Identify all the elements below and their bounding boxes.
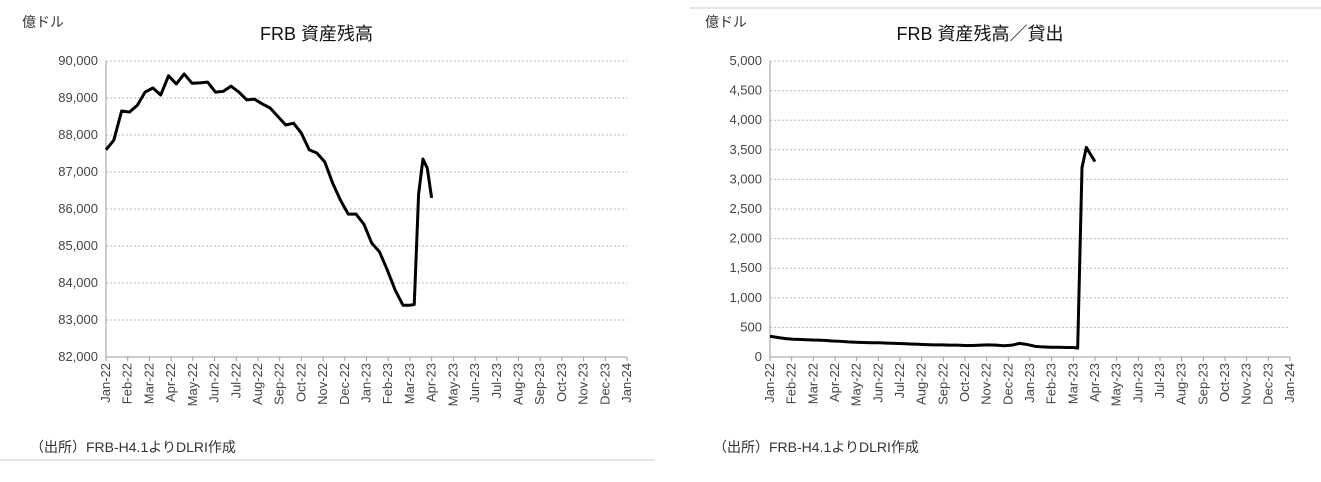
x-tick-label: Dec-22 xyxy=(337,363,352,405)
x-tick-label: Aug-23 xyxy=(510,363,525,405)
x-tick-label: Jan-23 xyxy=(1022,363,1037,403)
x-tick-label: Dec-23 xyxy=(1260,363,1275,405)
x-tick-label: Jun-23 xyxy=(467,363,482,403)
x-tick-label: Apr-22 xyxy=(163,363,178,402)
y-tick-label: 3,000 xyxy=(729,171,762,186)
y-tick-label: 85,000 xyxy=(58,238,98,253)
x-tick-label: Nov-23 xyxy=(1239,363,1254,405)
y-tick-label: 84,000 xyxy=(58,275,98,290)
x-tick-label: Jan-23 xyxy=(359,363,374,403)
x-tick-label: Nov-22 xyxy=(979,363,994,405)
x-tick-label: Jul-23 xyxy=(489,363,504,398)
y-unit: 億ドル xyxy=(705,14,747,30)
y-tick-label: 88,000 xyxy=(58,127,98,142)
x-tick-label: Sep-23 xyxy=(1195,363,1210,405)
x-tick-label: May-23 xyxy=(1109,363,1124,406)
x-tick-label: Jun-22 xyxy=(207,363,222,403)
y-tick-label: 3,500 xyxy=(729,142,762,157)
chart-title: FRB 資産残高 xyxy=(260,24,373,44)
x-tick-label: Aug-22 xyxy=(914,363,929,405)
x-tick-label: Sep-22 xyxy=(272,363,287,405)
x-tick-label: Jan-22 xyxy=(762,363,777,403)
y-unit: 億ドル xyxy=(22,14,64,30)
y-tick-label: 82,000 xyxy=(58,349,98,364)
x-tick-label: Feb-22 xyxy=(120,363,135,404)
data-line xyxy=(104,72,434,307)
x-tick-label: Mar-23 xyxy=(1065,363,1080,404)
data-line xyxy=(769,145,1097,350)
x-tick-label: Oct-22 xyxy=(957,363,972,402)
x-tick-label: Apr-22 xyxy=(827,363,842,402)
x-tick-label: Jul-23 xyxy=(1152,363,1167,398)
y-tick-label: 2,000 xyxy=(729,231,762,246)
y-tick-label: 90,000 xyxy=(58,53,98,68)
x-tick-label: May-22 xyxy=(185,363,200,406)
y-tick-label: 0 xyxy=(755,349,762,364)
x-tick-label: Sep-22 xyxy=(935,363,950,405)
x-tick-label: May-23 xyxy=(445,363,460,406)
x-tick-label: Jun-23 xyxy=(1130,363,1145,403)
x-tick-label: Sep-23 xyxy=(532,363,547,405)
x-tick-label: Mar-22 xyxy=(141,363,156,404)
x-tick-label: Aug-23 xyxy=(1174,363,1189,405)
y-tick-label: 87,000 xyxy=(58,164,98,179)
x-tick-label: Dec-22 xyxy=(1000,363,1015,405)
y-tick-label: 4,500 xyxy=(729,83,762,98)
x-tick-label: Oct-23 xyxy=(554,363,569,402)
source-note: （出所）FRB-H4.1よりDLRI作成 xyxy=(30,439,236,455)
y-tick-label: 4,000 xyxy=(729,112,762,127)
x-tick-label: Feb-22 xyxy=(784,363,799,404)
x-tick-label: Jul-22 xyxy=(228,363,243,398)
chart-title: FRB 資産残高／貸出 xyxy=(896,24,1063,44)
x-tick-label: Jun-22 xyxy=(870,363,885,403)
x-tick-label: Oct-23 xyxy=(1217,363,1232,402)
x-tick-label: Jul-22 xyxy=(892,363,907,398)
y-tick-label: 86,000 xyxy=(58,201,98,216)
y-tick-label: 89,000 xyxy=(58,90,98,105)
x-tick-label: Jan-24 xyxy=(1282,363,1297,403)
x-tick-label: Nov-22 xyxy=(315,363,330,405)
x-tick-label: Apr-23 xyxy=(1087,363,1102,402)
x-tick-label: Feb-23 xyxy=(1044,363,1059,404)
x-tick-label: Oct-22 xyxy=(293,363,308,402)
x-tick-label: May-22 xyxy=(849,363,864,406)
y-tick-label: 2,500 xyxy=(729,201,762,216)
x-tick-label: Jan-22 xyxy=(98,363,113,403)
source-note: （出所）FRB-H4.1よりDLRI作成 xyxy=(713,439,919,455)
x-tick-label: Mar-22 xyxy=(805,363,820,404)
y-tick-label: 83,000 xyxy=(58,312,98,327)
x-tick-label: Aug-22 xyxy=(250,363,265,405)
y-tick-label: 500 xyxy=(740,319,762,334)
x-tick-label: Apr-23 xyxy=(424,363,439,402)
x-tick-label: Feb-23 xyxy=(380,363,395,404)
y-tick-label: 1,000 xyxy=(729,290,762,305)
x-tick-label: Jan-24 xyxy=(619,363,634,403)
x-tick-label: Dec-23 xyxy=(597,363,612,405)
x-tick-label: Mar-23 xyxy=(402,363,417,404)
y-tick-label: 1,500 xyxy=(729,260,762,275)
y-tick-label: 5,000 xyxy=(729,53,762,68)
x-tick-label: Nov-23 xyxy=(576,363,591,405)
